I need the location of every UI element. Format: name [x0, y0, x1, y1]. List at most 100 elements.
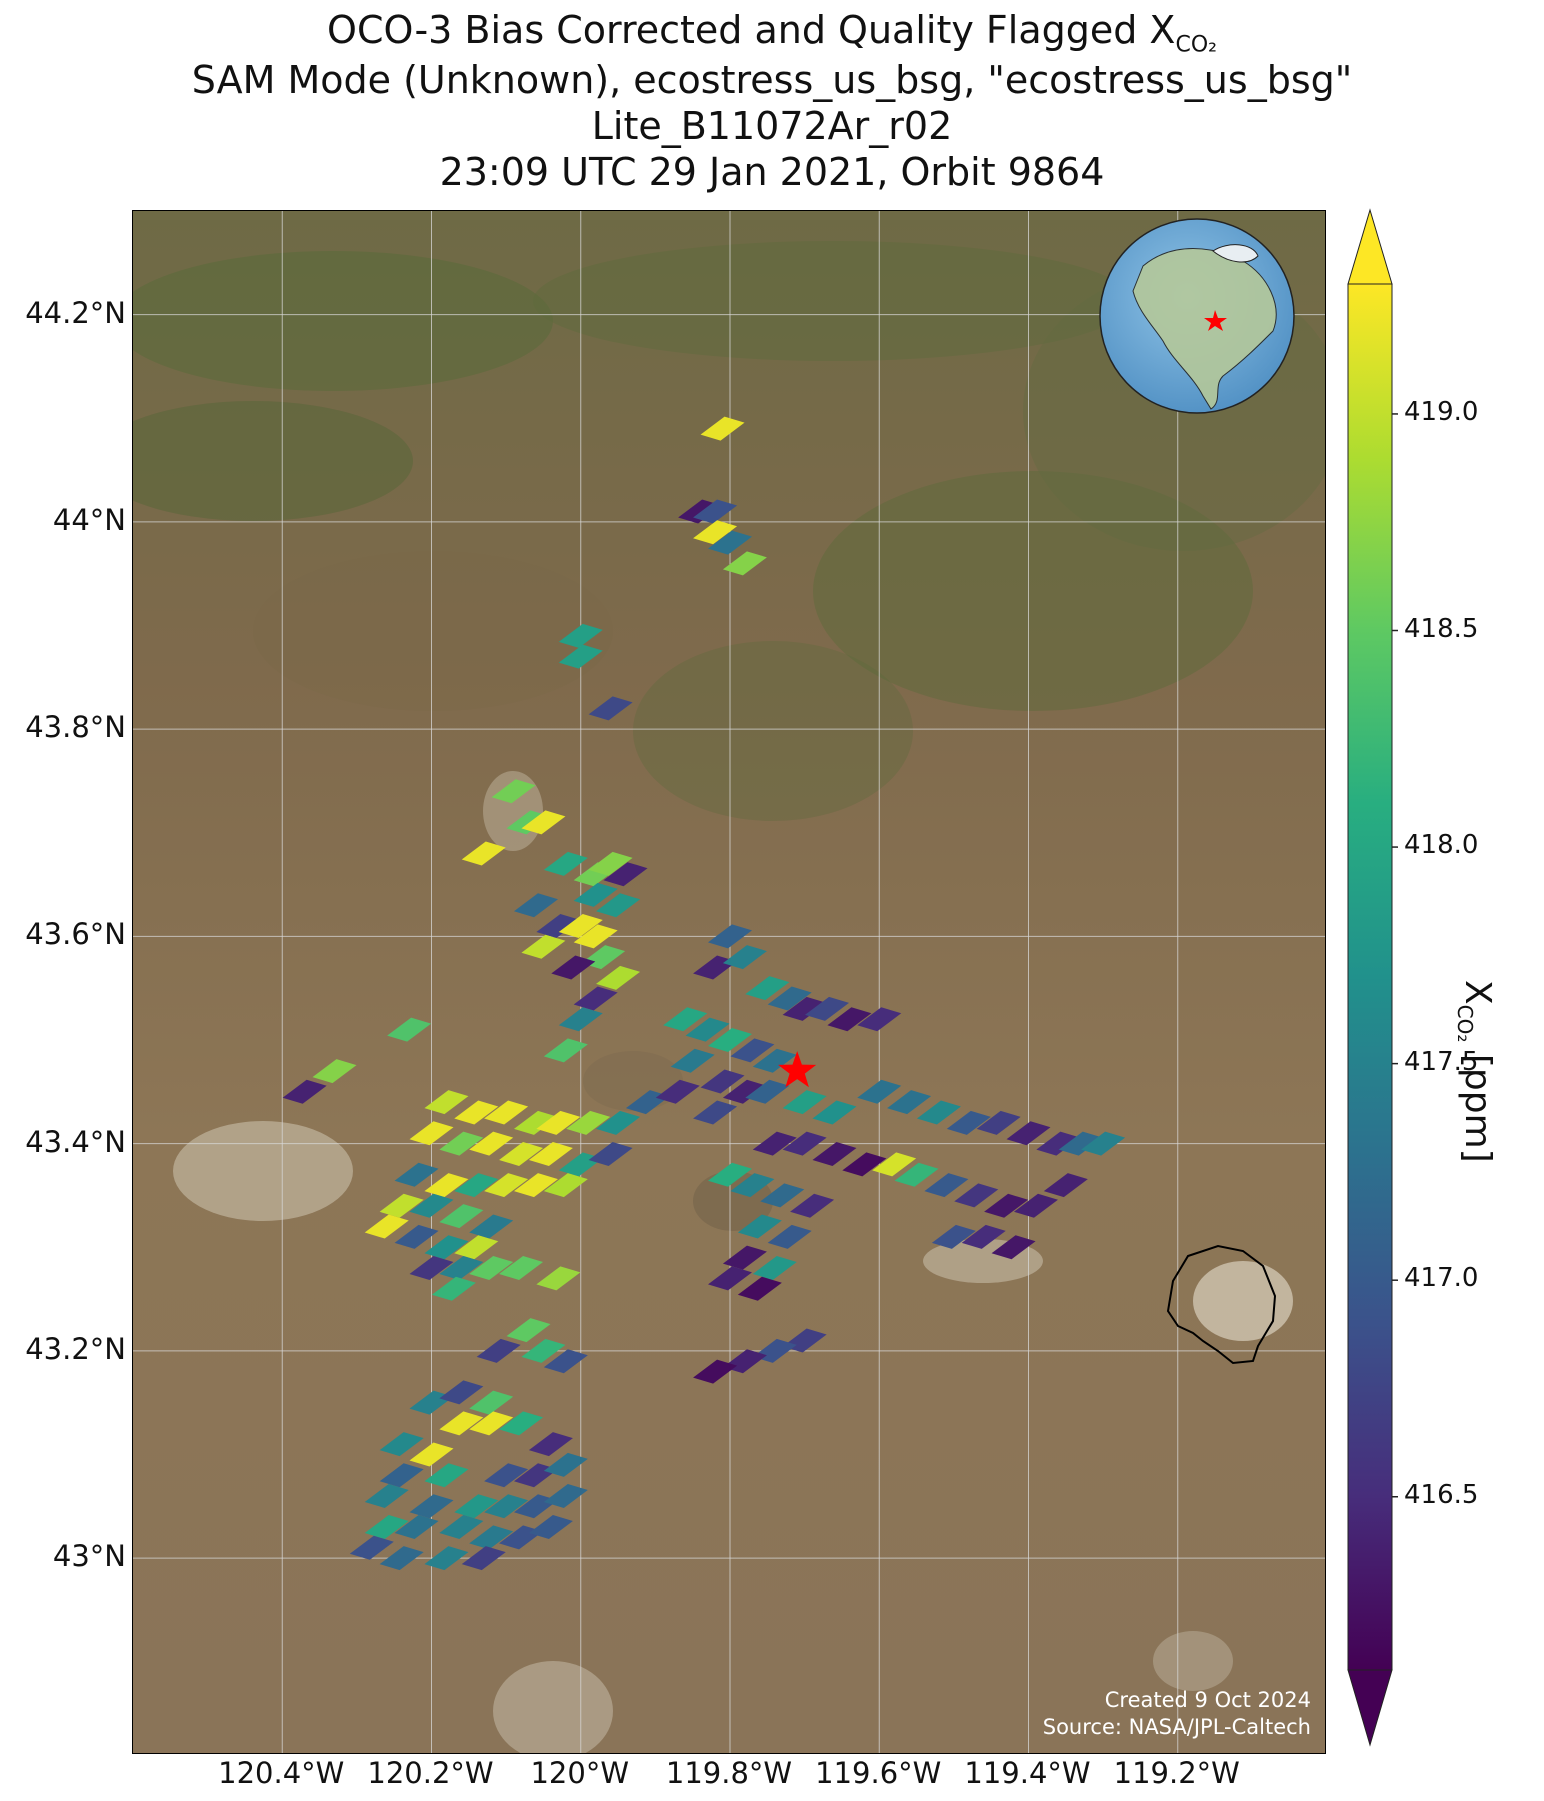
xco2-sounding — [379, 1432, 424, 1457]
xco2-sounding — [491, 779, 536, 804]
colorbar-tick-label: 417.0 — [1404, 1263, 1479, 1294]
xco2-sounding — [312, 1059, 357, 1084]
xco2-sounding — [730, 1038, 775, 1063]
globe-ice — [1212, 244, 1259, 263]
xco2-sounding — [409, 1494, 454, 1519]
xco2-sounding — [558, 623, 603, 648]
latitude-label: 44°N — [52, 502, 126, 537]
title-line-2: SAM Mode (Unknown), ecostress_us_bsg, "e… — [191, 58, 1353, 102]
xco2-sounding — [379, 1193, 424, 1218]
xco2-sounding — [782, 1131, 827, 1156]
xco2-sounding — [387, 1017, 432, 1042]
xco2-sounding — [752, 1048, 797, 1073]
xco2-sounding — [394, 1515, 439, 1540]
xco2-sounding — [752, 1255, 797, 1280]
xco2-sounding — [349, 1535, 394, 1560]
xco2-sounding — [439, 1204, 484, 1229]
xco2-sounding — [499, 1141, 544, 1166]
xco2-sounding — [379, 1546, 424, 1571]
latitude-label: 43.2°N — [25, 1331, 126, 1366]
xco2-sounding — [558, 914, 603, 939]
xco2-soundings — [282, 416, 1126, 1571]
inset-globe — [1099, 218, 1295, 414]
xco2-sounding — [693, 1100, 738, 1125]
colorbar-tick-label: 416.5 — [1404, 1479, 1479, 1510]
xco2-sounding — [946, 1110, 991, 1135]
xco2-sounding — [454, 1235, 499, 1260]
xco2-sounding — [521, 1338, 566, 1363]
xco2-sounding — [469, 1255, 514, 1280]
latitude-label: 43°N — [52, 1539, 126, 1574]
xco2-sounding — [693, 1359, 738, 1384]
longitude-label: 119.6°W — [815, 1756, 942, 1790]
xco2-sounding — [1013, 1193, 1058, 1218]
colorbar-extend-min — [1347, 1669, 1393, 1747]
credits-source: Source: NASA/JPL-Caltech — [1042, 1715, 1311, 1739]
xco2-sounding — [439, 1380, 484, 1405]
map-panel[interactable]: Created 9 Oct 2024 Source: NASA/JPL-Calt… — [132, 210, 1326, 1754]
xco2-sounding — [737, 1214, 782, 1239]
xco2-sounding — [409, 1193, 454, 1218]
xco2-sounding — [708, 1266, 752, 1291]
latitude-label: 43.4°N — [25, 1124, 126, 1159]
xco2-sounding — [954, 1183, 999, 1208]
xco2-sounding — [745, 1079, 790, 1104]
xco2-sounding — [521, 934, 566, 959]
xco2-sounding — [536, 1110, 581, 1135]
xco2-sounding — [513, 893, 558, 918]
xco2-sounding — [685, 1017, 730, 1042]
xco2-sounding — [484, 1494, 529, 1519]
xco2-sounding — [603, 862, 648, 887]
xco2-sounding — [484, 1173, 529, 1198]
xco2-sounding — [573, 924, 618, 949]
xco2-sounding — [394, 1162, 439, 1187]
xco2-sounding — [745, 976, 790, 1001]
xco2-sounding — [461, 1546, 506, 1571]
longitude-label: 120.4°W — [218, 1756, 345, 1790]
xco2-sounding — [722, 945, 767, 970]
xco2-sounding — [536, 914, 581, 939]
xco2-sounding — [439, 1131, 484, 1156]
xco2-sounding — [543, 1452, 588, 1477]
target-star-icon — [778, 1051, 817, 1088]
xco2-sounding — [364, 1515, 409, 1540]
xco2-sounding — [812, 1100, 857, 1125]
xco2-sounding — [663, 1007, 708, 1032]
xco2-sounding — [409, 1255, 454, 1280]
xco2-sounding — [439, 1411, 484, 1436]
xco2-sounding — [700, 1069, 745, 1094]
xco2-sounding — [812, 1141, 857, 1166]
lake-outline — [1166, 1244, 1277, 1365]
xco2-sounding — [424, 1090, 469, 1115]
xco2-sounding — [722, 551, 767, 576]
xco2-sounding — [424, 1463, 469, 1488]
colorbar-label: XCO₂ [ppm] — [1452, 980, 1498, 1163]
xco2-sounding — [872, 1152, 917, 1177]
xco2-sounding — [790, 1193, 835, 1218]
xco2-sounding — [499, 1411, 544, 1436]
latitude-label: 43.6°N — [25, 917, 126, 952]
colorbar-extend-max — [1347, 208, 1393, 285]
xco2-sounding — [708, 1162, 752, 1187]
xco2-sounding — [528, 1141, 573, 1166]
xco2-sounding — [469, 1525, 514, 1550]
xco2-sounding — [543, 1483, 588, 1508]
xco2-sounding — [431, 1276, 476, 1301]
map-canvas[interactable] — [133, 211, 1326, 1754]
xco2-sounding — [961, 1224, 1006, 1249]
xco2-sounding — [1043, 1173, 1088, 1198]
xco2-sounding — [469, 1390, 514, 1415]
colorbar-tick-label: 417.5 — [1404, 1046, 1479, 1077]
xco2-sounding — [588, 1141, 633, 1166]
xco2-sounding — [543, 851, 588, 876]
xco2-sounding — [409, 1121, 454, 1146]
xco2-sounding — [916, 1100, 961, 1125]
xco2-sounding — [566, 1110, 611, 1135]
xco2-sounding — [573, 986, 618, 1011]
xco2-sounding — [543, 1173, 588, 1198]
xco2-sounding — [722, 1245, 767, 1270]
xco2-sounding — [469, 1411, 514, 1436]
xco2-sounding — [536, 1266, 581, 1291]
colorbar-tick-label: 419.0 — [1404, 396, 1479, 427]
xco2-sounding — [454, 1100, 499, 1125]
